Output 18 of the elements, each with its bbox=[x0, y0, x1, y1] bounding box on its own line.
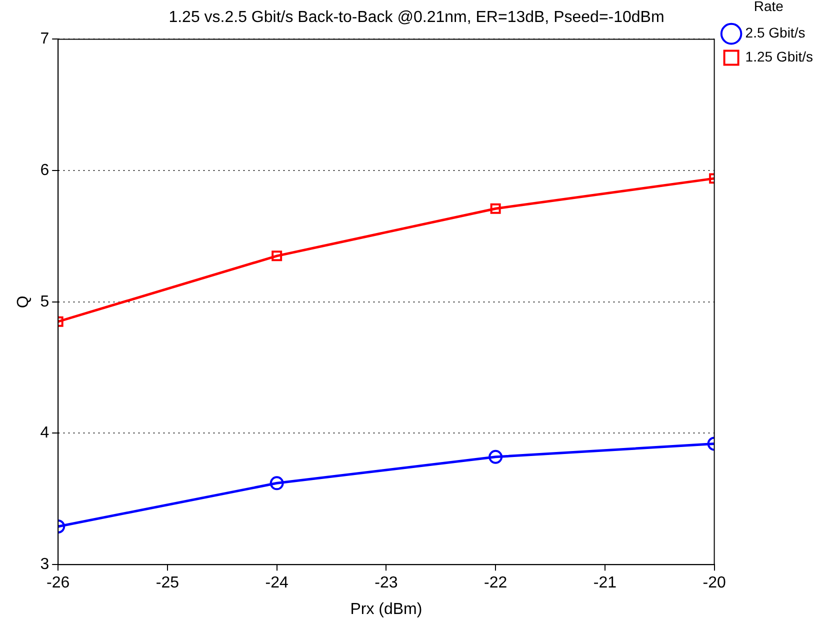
x-tick-label: -24 bbox=[265, 574, 288, 592]
legend-label: 1.25 Gbit/s bbox=[745, 48, 813, 65]
x-tick-label: -20 bbox=[702, 574, 726, 592]
legend-title: Rate bbox=[754, 0, 784, 14]
x-tick-label: -21 bbox=[593, 574, 617, 592]
y-tick-label: 7 bbox=[40, 30, 50, 48]
x-tick-label: -25 bbox=[156, 574, 180, 592]
y-tick-label: 3 bbox=[40, 556, 50, 574]
x-tick-label: -22 bbox=[484, 574, 508, 592]
y-tick-label: 4 bbox=[40, 424, 50, 442]
chart-title: 1.25 vs.2.5 Gbit/s Back-to-Back @0.21nm, ER=13dB, Pseed=-10dBm bbox=[168, 9, 664, 26]
x-tick-label: -23 bbox=[374, 574, 398, 592]
x-axis-title: Prx (dBm) bbox=[350, 600, 422, 618]
x-tick-label: -26 bbox=[46, 574, 70, 592]
legend-label: 2.5 Gbit/s bbox=[745, 24, 806, 41]
y-tick-label: 5 bbox=[40, 293, 50, 310]
y-tick-label: 6 bbox=[40, 162, 50, 179]
y-axis-title: Q bbox=[15, 296, 32, 308]
